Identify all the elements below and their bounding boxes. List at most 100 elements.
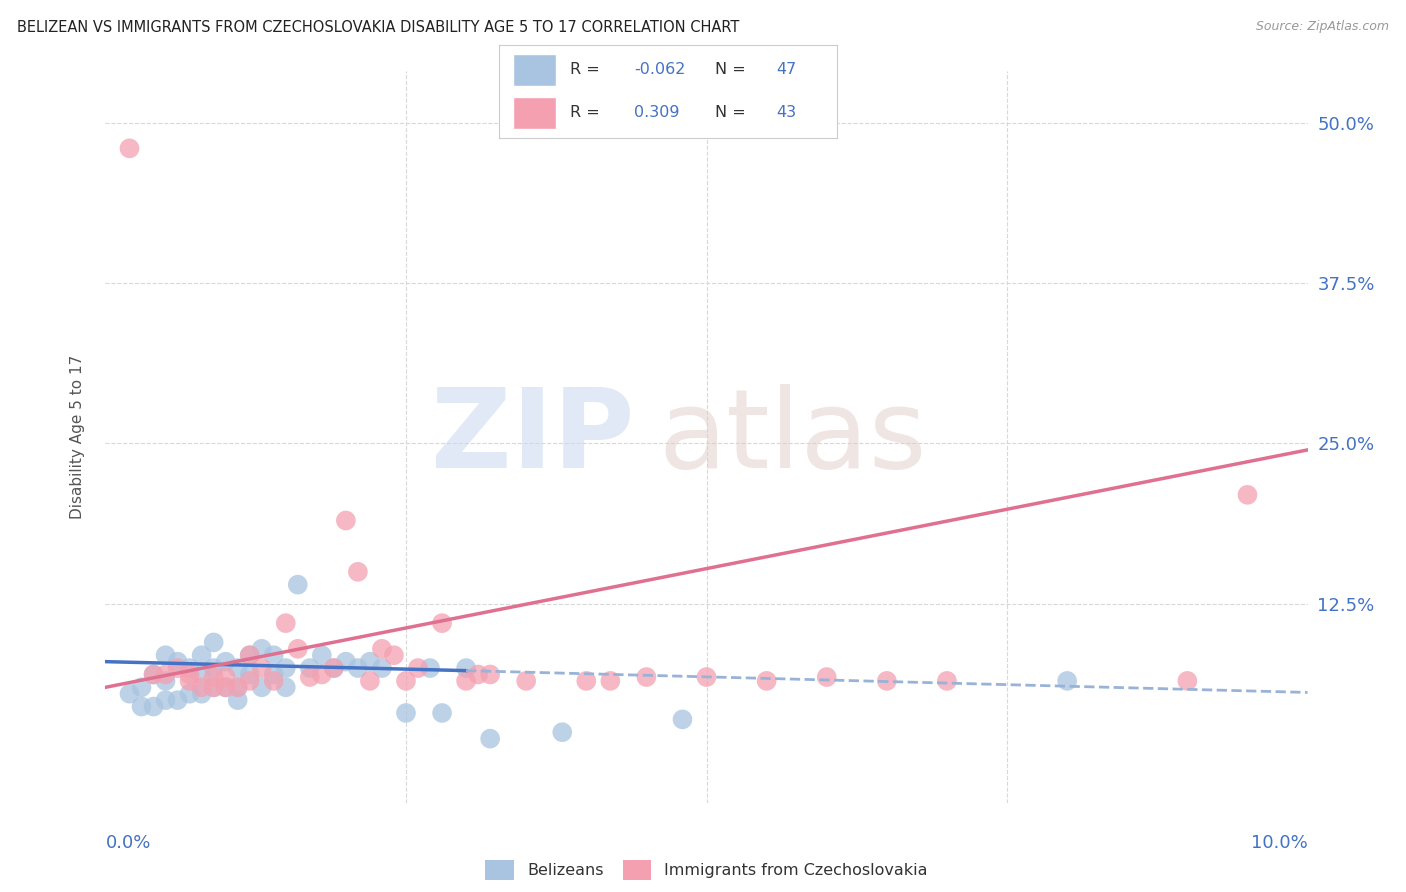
Point xyxy=(454,661,477,675)
Point xyxy=(239,673,262,688)
Point xyxy=(263,648,285,663)
Point xyxy=(118,141,141,155)
Point xyxy=(179,687,201,701)
Point xyxy=(479,667,502,681)
Point xyxy=(936,673,959,688)
Point xyxy=(155,667,177,681)
Point xyxy=(371,661,394,675)
Point xyxy=(190,667,212,681)
Text: atlas: atlas xyxy=(658,384,927,491)
Point xyxy=(551,725,574,739)
Point xyxy=(430,616,453,631)
Point xyxy=(406,661,429,675)
Text: N =: N = xyxy=(716,62,745,78)
Point xyxy=(599,673,621,688)
Point xyxy=(395,673,418,688)
Y-axis label: Disability Age 5 to 17: Disability Age 5 to 17 xyxy=(70,355,84,519)
Legend: Belizeans, Immigrants from Czechoslovakia: Belizeans, Immigrants from Czechoslovaki… xyxy=(479,854,934,887)
Point xyxy=(335,655,357,669)
Point xyxy=(298,670,321,684)
Text: Source: ZipAtlas.com: Source: ZipAtlas.com xyxy=(1256,20,1389,33)
Point xyxy=(190,648,212,663)
Text: R =: R = xyxy=(569,62,600,78)
Point xyxy=(395,706,418,720)
Point xyxy=(226,693,249,707)
Point xyxy=(239,648,262,663)
Text: 0.309: 0.309 xyxy=(634,105,679,120)
Text: ZIP: ZIP xyxy=(432,384,634,491)
Text: R =: R = xyxy=(569,105,600,120)
Point xyxy=(250,661,273,675)
Point xyxy=(142,667,165,681)
Point xyxy=(274,661,297,675)
Point xyxy=(359,673,381,688)
Point xyxy=(359,655,381,669)
Text: -0.062: -0.062 xyxy=(634,62,686,78)
Point xyxy=(454,673,477,688)
Point xyxy=(118,687,141,701)
Text: 47: 47 xyxy=(776,62,796,78)
Point xyxy=(202,681,225,695)
Point xyxy=(226,661,249,675)
Point xyxy=(202,670,225,684)
Point xyxy=(166,693,188,707)
Point xyxy=(575,673,598,688)
Point xyxy=(335,514,357,528)
Point xyxy=(202,661,225,675)
Point xyxy=(239,648,262,663)
Point xyxy=(1175,673,1198,688)
Text: 43: 43 xyxy=(776,105,796,120)
Point xyxy=(179,661,201,675)
Point xyxy=(131,681,153,695)
Point xyxy=(190,681,212,695)
Point xyxy=(755,673,778,688)
Point xyxy=(430,706,453,720)
Point xyxy=(214,655,236,669)
Point xyxy=(311,667,333,681)
Point xyxy=(239,667,262,681)
Point xyxy=(274,681,297,695)
Point xyxy=(696,670,718,684)
Point xyxy=(322,661,344,675)
Point xyxy=(382,648,405,663)
Point xyxy=(202,681,225,695)
Point xyxy=(263,667,285,681)
FancyBboxPatch shape xyxy=(513,54,557,86)
Point xyxy=(155,693,177,707)
Point xyxy=(287,577,309,591)
Point xyxy=(250,641,273,656)
Point xyxy=(131,699,153,714)
Point xyxy=(179,667,201,681)
Point xyxy=(311,648,333,663)
Point xyxy=(214,670,236,684)
Point xyxy=(214,681,236,695)
Point xyxy=(1236,488,1258,502)
Point xyxy=(274,616,297,631)
Point xyxy=(347,565,370,579)
Point xyxy=(142,699,165,714)
Point xyxy=(166,661,188,675)
Point xyxy=(479,731,502,746)
Point xyxy=(250,681,273,695)
Point xyxy=(155,648,177,663)
Point xyxy=(1056,673,1078,688)
Text: 0.0%: 0.0% xyxy=(105,834,150,852)
Point xyxy=(214,681,236,695)
Point xyxy=(419,661,441,675)
FancyBboxPatch shape xyxy=(513,97,557,129)
Point xyxy=(298,661,321,675)
Point xyxy=(202,635,225,649)
Point xyxy=(142,667,165,681)
Point xyxy=(190,687,212,701)
Point xyxy=(263,673,285,688)
Point xyxy=(636,670,658,684)
Point xyxy=(226,681,249,695)
Point xyxy=(815,670,838,684)
Point xyxy=(179,673,201,688)
Point xyxy=(166,655,188,669)
Point xyxy=(515,673,537,688)
Text: N =: N = xyxy=(716,105,745,120)
Text: BELIZEAN VS IMMIGRANTS FROM CZECHOSLOVAKIA DISABILITY AGE 5 TO 17 CORRELATION CH: BELIZEAN VS IMMIGRANTS FROM CZECHOSLOVAK… xyxy=(17,20,740,35)
Text: 10.0%: 10.0% xyxy=(1251,834,1308,852)
Point xyxy=(671,712,693,726)
